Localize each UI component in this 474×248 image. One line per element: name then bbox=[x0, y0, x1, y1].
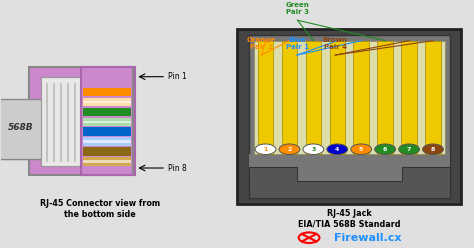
FancyBboxPatch shape bbox=[0, 99, 46, 160]
Bar bbox=[425, 41, 441, 154]
Bar bbox=[83, 88, 131, 96]
Bar bbox=[249, 35, 450, 198]
Text: 4: 4 bbox=[335, 147, 339, 152]
Bar bbox=[354, 41, 369, 154]
Bar bbox=[83, 108, 131, 116]
Text: Blue
Pair 1: Blue Pair 1 bbox=[285, 37, 309, 50]
Text: RJ-45 Jack
EIA/TIA 568B Standard: RJ-45 Jack EIA/TIA 568B Standard bbox=[298, 209, 401, 228]
Bar bbox=[83, 98, 131, 106]
Text: 2: 2 bbox=[287, 147, 292, 152]
Text: 3: 3 bbox=[311, 147, 316, 152]
Circle shape bbox=[327, 144, 348, 155]
Bar bbox=[83, 160, 131, 163]
Bar bbox=[83, 137, 131, 146]
Bar bbox=[249, 154, 450, 198]
Circle shape bbox=[303, 144, 324, 155]
Bar bbox=[83, 127, 131, 136]
Text: Brown
Pair 4: Brown Pair 4 bbox=[323, 37, 348, 50]
Bar bbox=[329, 41, 345, 154]
Bar bbox=[41, 77, 81, 166]
Circle shape bbox=[399, 144, 419, 155]
Circle shape bbox=[423, 144, 443, 155]
Bar bbox=[237, 29, 462, 204]
Text: 6: 6 bbox=[383, 147, 387, 152]
Bar bbox=[401, 41, 417, 154]
Text: Green
Pair 3: Green Pair 3 bbox=[286, 2, 310, 15]
Text: Pin 1: Pin 1 bbox=[168, 72, 187, 81]
Text: 7: 7 bbox=[407, 147, 411, 152]
Bar bbox=[81, 67, 136, 175]
Bar bbox=[282, 41, 297, 154]
Text: Firewall.cx: Firewall.cx bbox=[334, 233, 402, 243]
Bar bbox=[377, 41, 393, 154]
Circle shape bbox=[279, 144, 300, 155]
Bar bbox=[83, 121, 131, 123]
Polygon shape bbox=[249, 167, 450, 198]
Circle shape bbox=[351, 144, 372, 155]
Text: Orange
Pair 2: Orange Pair 2 bbox=[247, 37, 276, 50]
Circle shape bbox=[255, 144, 276, 155]
Text: 8: 8 bbox=[431, 147, 435, 152]
Text: RJ-45 Connector view from
the bottom side: RJ-45 Connector view from the bottom sid… bbox=[40, 199, 160, 218]
Bar bbox=[306, 41, 321, 154]
Bar bbox=[83, 140, 131, 143]
Bar bbox=[258, 41, 273, 154]
Circle shape bbox=[375, 144, 395, 155]
Text: 1: 1 bbox=[264, 147, 268, 152]
Text: 5: 5 bbox=[359, 147, 364, 152]
Bar bbox=[29, 67, 133, 175]
Text: Pin 8: Pin 8 bbox=[168, 163, 187, 173]
Bar bbox=[254, 41, 445, 154]
Bar bbox=[83, 101, 131, 103]
Text: 568B: 568B bbox=[8, 123, 33, 132]
Bar bbox=[83, 147, 131, 156]
Bar bbox=[83, 118, 131, 126]
Bar bbox=[83, 157, 131, 166]
